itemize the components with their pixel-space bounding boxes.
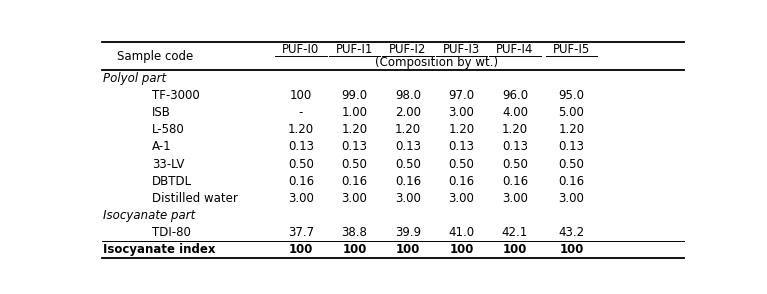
Text: 33-LV: 33-LV bbox=[153, 158, 185, 171]
Text: L-580: L-580 bbox=[153, 123, 185, 136]
Text: A-1: A-1 bbox=[153, 141, 172, 153]
Text: 0.16: 0.16 bbox=[288, 175, 314, 188]
Text: 5.00: 5.00 bbox=[558, 106, 584, 119]
Text: 0.13: 0.13 bbox=[341, 141, 367, 153]
Text: 100: 100 bbox=[288, 243, 313, 256]
Text: 2.00: 2.00 bbox=[395, 106, 421, 119]
Text: 1.20: 1.20 bbox=[558, 123, 584, 136]
Text: ISB: ISB bbox=[153, 106, 171, 119]
Text: 0.50: 0.50 bbox=[449, 158, 474, 171]
Text: 100: 100 bbox=[290, 89, 312, 102]
Text: TF-3000: TF-3000 bbox=[153, 89, 200, 102]
Text: 3.00: 3.00 bbox=[558, 192, 584, 205]
Text: 0.50: 0.50 bbox=[341, 158, 367, 171]
Text: TDI-80: TDI-80 bbox=[153, 226, 191, 239]
Text: 3.00: 3.00 bbox=[449, 192, 474, 205]
Text: 3.00: 3.00 bbox=[341, 192, 367, 205]
Text: 43.2: 43.2 bbox=[558, 226, 584, 239]
Text: Distilled water: Distilled water bbox=[153, 192, 239, 205]
Text: 41.0: 41.0 bbox=[449, 226, 475, 239]
Text: Polyol part: Polyol part bbox=[103, 72, 166, 85]
Text: 1.20: 1.20 bbox=[502, 123, 528, 136]
Text: 0.16: 0.16 bbox=[341, 175, 367, 188]
Text: 42.1: 42.1 bbox=[502, 226, 528, 239]
Text: 99.0: 99.0 bbox=[341, 89, 367, 102]
Text: 0.50: 0.50 bbox=[502, 158, 528, 171]
Text: 0.13: 0.13 bbox=[395, 141, 421, 153]
Text: 4.00: 4.00 bbox=[502, 106, 528, 119]
Text: Isocyanate index: Isocyanate index bbox=[103, 243, 216, 256]
Text: -: - bbox=[299, 106, 303, 119]
Text: 1.20: 1.20 bbox=[288, 123, 314, 136]
Text: 3.00: 3.00 bbox=[288, 192, 314, 205]
Text: 3.00: 3.00 bbox=[502, 192, 528, 205]
Text: 0.13: 0.13 bbox=[502, 141, 528, 153]
Text: 100: 100 bbox=[449, 243, 474, 256]
Text: 0.16: 0.16 bbox=[395, 175, 421, 188]
Text: 1.00: 1.00 bbox=[341, 106, 367, 119]
Text: 0.50: 0.50 bbox=[395, 158, 421, 171]
Text: 3.00: 3.00 bbox=[449, 106, 474, 119]
Text: 1.20: 1.20 bbox=[449, 123, 475, 136]
Text: PUF-I1: PUF-I1 bbox=[336, 43, 373, 56]
Text: 3.00: 3.00 bbox=[395, 192, 421, 205]
Text: (Composition by wt.): (Composition by wt.) bbox=[374, 56, 498, 69]
Text: 0.50: 0.50 bbox=[288, 158, 314, 171]
Text: 0.16: 0.16 bbox=[449, 175, 475, 188]
Text: PUF-I4: PUF-I4 bbox=[496, 43, 534, 56]
Text: 0.16: 0.16 bbox=[558, 175, 584, 188]
Text: 0.13: 0.13 bbox=[449, 141, 475, 153]
Text: PUF-I2: PUF-I2 bbox=[390, 43, 426, 56]
Text: PUF-I5: PUF-I5 bbox=[553, 43, 590, 56]
Text: 98.0: 98.0 bbox=[395, 89, 421, 102]
Text: 0.50: 0.50 bbox=[558, 158, 584, 171]
Text: 100: 100 bbox=[342, 243, 367, 256]
Text: 1.20: 1.20 bbox=[395, 123, 421, 136]
Text: 95.0: 95.0 bbox=[558, 89, 584, 102]
Text: Sample code: Sample code bbox=[117, 49, 193, 63]
Text: 1.20: 1.20 bbox=[341, 123, 367, 136]
Text: 100: 100 bbox=[502, 243, 527, 256]
Text: DBTDL: DBTDL bbox=[153, 175, 193, 188]
Text: PUF-I0: PUF-I0 bbox=[282, 43, 320, 56]
Text: 0.13: 0.13 bbox=[288, 141, 314, 153]
Text: 0.16: 0.16 bbox=[502, 175, 528, 188]
Text: 96.0: 96.0 bbox=[502, 89, 528, 102]
Text: 100: 100 bbox=[559, 243, 584, 256]
Text: 97.0: 97.0 bbox=[449, 89, 475, 102]
Text: 100: 100 bbox=[396, 243, 420, 256]
Text: 39.9: 39.9 bbox=[395, 226, 421, 239]
Text: 37.7: 37.7 bbox=[288, 226, 314, 239]
Text: Isocyanate part: Isocyanate part bbox=[103, 209, 196, 222]
Text: PUF-I3: PUF-I3 bbox=[443, 43, 480, 56]
Text: 0.13: 0.13 bbox=[558, 141, 584, 153]
Text: 38.8: 38.8 bbox=[341, 226, 367, 239]
